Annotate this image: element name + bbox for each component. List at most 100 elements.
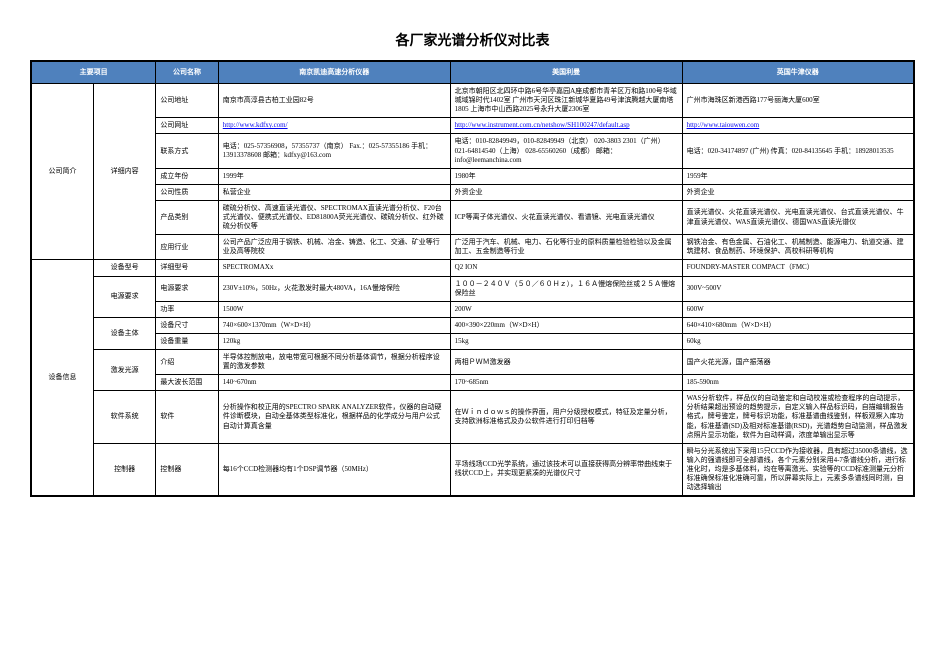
label-software: 软件 <box>156 391 218 443</box>
header-vendor3: 英国牛津仪器 <box>682 61 914 84</box>
table-header-row: 主要项目 公司名称 南京凯迪高速分析仪器 美国利曼 英国牛津仪器 <box>31 61 914 84</box>
label-dimensions: 设备尺寸 <box>156 317 218 333</box>
table-row: 控制器 控制器 每16个CCD检测器均有1个DSP调节器（50MHz） 平场线场… <box>31 443 914 496</box>
page-title: 各厂家光谱分析仪对比表 <box>30 30 915 50</box>
table-row: 公司性质 私营企业 外资企业 外资企业 <box>31 184 914 200</box>
table-row: 软件系统 软件 分析操作和校正用的SPECTRO SPARK ANALYZER软… <box>31 391 914 443</box>
cell-software-v2: 在Ｗｉｎｄｏｗｓ的操作界面，用户分级授权模式，特征及定量分析，支持欧洲标准格式及… <box>450 391 682 443</box>
cell-model-v3: FOUNDRY-MASTER COMPACT（FMC） <box>682 260 914 276</box>
cell-model-v1: SPECTROMAXx <box>218 260 450 276</box>
header-company: 公司名称 <box>156 61 218 84</box>
cell-wavelength-v3: 185-590nm <box>682 375 914 391</box>
cell-control-v3: 瞬与分光系统出下采用15只CCD作为接收器，具有超过35000条谱线，选输入的强… <box>682 443 914 496</box>
cell-excitation-v3: 国产火花光源，国产振荡器 <box>682 349 914 374</box>
cell-weight-v2: 15kg <box>450 333 682 349</box>
group-company: 公司简介 <box>31 84 93 260</box>
cell-address-v3: 广州市海珠区新港西路177号丽海大厦600室 <box>682 84 914 118</box>
cell-industry-v3: 钢铁冶金、有色金属、石油化工、机械制造、能源电力、轨道交通、建筑建材、食品制药、… <box>682 235 914 260</box>
table-row: 产品类别 碳硫分析仪、高速直读光谱仪、SPECTROMAX直读光谱分析仪、F20… <box>31 200 914 234</box>
label-address: 公司地址 <box>156 84 218 118</box>
cell-excitation-v1: 半导体控制放电，放电带宽可根据不同分析基体调节，根据分析程序设置的激发参数 <box>218 349 450 374</box>
cell-website-v3: http://www.taiouwen.com <box>682 118 914 134</box>
cell-power-req-v2: １００－２４０Ｖ（５０／６０Ｈｚ），１６Ａ慢熔保险丝或２５Ａ慢熔保险丝 <box>450 276 682 301</box>
label-control: 控制器 <box>156 443 218 496</box>
group-power: 电源要求 <box>93 276 155 317</box>
cell-power-v2: 200W <box>450 301 682 317</box>
cell-dimensions-v1: 740×600×1370mm（W×D×H） <box>218 317 450 333</box>
cell-nature-v1: 私营企业 <box>218 184 450 200</box>
header-vendor2: 美国利曼 <box>450 61 682 84</box>
label-founded: 成立年份 <box>156 168 218 184</box>
cell-power-v1: 1500W <box>218 301 450 317</box>
label-contact: 联系方式 <box>156 134 218 168</box>
website-link-v1[interactable]: http://www.kdfxy.com/ <box>223 121 288 129</box>
cell-founded-v1: 1999年 <box>218 168 450 184</box>
website-link-v3[interactable]: http://www.taiouwen.com <box>687 121 760 129</box>
comparison-table: 主要项目 公司名称 南京凯迪高速分析仪器 美国利曼 英国牛津仪器 公司简介 详细… <box>30 60 915 497</box>
table-row: 设备信息 设备型号 详细型号 SPECTROMAXx Q2 ION FOUNDR… <box>31 260 914 276</box>
group-equipment: 设备信息 <box>31 260 93 496</box>
table-row: 设备主体 设备尺寸 740×600×1370mm（W×D×H） 400×390×… <box>31 317 914 333</box>
cell-nature-v3: 外资企业 <box>682 184 914 200</box>
cell-contact-v2: 电话：010-82849949，010-82849949（北京） 020-380… <box>450 134 682 168</box>
cell-website-v1: http://www.kdfxy.com/ <box>218 118 450 134</box>
group-control: 控制器 <box>93 443 155 496</box>
cell-control-v1: 每16个CCD检测器均有1个DSP调节器（50MHz） <box>218 443 450 496</box>
table-row: 联系方式 电话：025-57356908，57355737（南京） Fax.：0… <box>31 134 914 168</box>
group-software: 软件系统 <box>93 391 155 443</box>
label-website: 公司网址 <box>156 118 218 134</box>
cell-industry-v2: 广泛用于汽车、机械、电力、石化等行业的原料质量检验检验以及金属加工、五金制造等行… <box>450 235 682 260</box>
website-link-v2[interactable]: http://www.instrument.com.cn/netshow/SH1… <box>455 121 630 129</box>
cell-power-req-v1: 230V±10%，50Hz，火花激发时最大480VA，16A慢熔保险 <box>218 276 450 301</box>
label-products: 产品类别 <box>156 200 218 234</box>
cell-software-v1: 分析操作和校正用的SPECTRO SPARK ANALYZER软件，仪器的自动硬… <box>218 391 450 443</box>
header-vendor1: 南京凯迪高速分析仪器 <box>218 61 450 84</box>
cell-contact-v3: 电话：020-34174897 (广州) 传真：020-84135645 手机：… <box>682 134 914 168</box>
table-row: 公司简介 详细内容 公司地址 南京市高淳县古柏工业园82号 北京市朝阳区北四环中… <box>31 84 914 118</box>
cell-founded-v2: 1980年 <box>450 168 682 184</box>
cell-dimensions-v3: 640×410×680mm（W×D×H） <box>682 317 914 333</box>
group-model: 设备型号 <box>93 260 155 276</box>
label-excitation: 介绍 <box>156 349 218 374</box>
cell-founded-v3: 1959年 <box>682 168 914 184</box>
table-row: 功率 1500W 200W 600W <box>31 301 914 317</box>
label-weight: 设备重量 <box>156 333 218 349</box>
cell-software-v3: WAS分析软件，样品仪的自动鉴定和自动校准或检查程序的自动提示，分析结果超出预设… <box>682 391 914 443</box>
label-model: 详细型号 <box>156 260 218 276</box>
cell-power-req-v3: 300V~500V <box>682 276 914 301</box>
cell-website-v2: http://www.instrument.com.cn/netshow/SH1… <box>450 118 682 134</box>
cell-address-v1: 南京市高淳县古柏工业园82号 <box>218 84 450 118</box>
cell-model-v2: Q2 ION <box>450 260 682 276</box>
label-wavelength: 最大波长范围 <box>156 375 218 391</box>
table-row: 设备重量 120kg 15kg 60kg <box>31 333 914 349</box>
table-row: 电源要求 电源要求 230V±10%，50Hz，火花激发时最大480VA，16A… <box>31 276 914 301</box>
cell-wavelength-v1: 140~670nm <box>218 375 450 391</box>
cell-excitation-v2: 两相ＰＷＭ激发器 <box>450 349 682 374</box>
cell-industry-v1: 公司产品广泛应用于钢铁、机械、冶金、铸造、化工、交通、矿业等行业及高等院校 <box>218 235 450 260</box>
label-nature: 公司性质 <box>156 184 218 200</box>
cell-products-v3: 直读光谱仪、火花直读光谱仪、光电直读光谱仪、台式直读光谱仪、牛津直读光谱仪、WA… <box>682 200 914 234</box>
label-industry: 应用行业 <box>156 235 218 260</box>
label-power: 功率 <box>156 301 218 317</box>
cell-control-v2: 平场线场CCD光学系统，通过该技术可以直接获得高分辨率带曲线束于线状CCD上，并… <box>450 443 682 496</box>
cell-dimensions-v2: 400×390×220mm（W×D×H） <box>450 317 682 333</box>
cell-power-v3: 600W <box>682 301 914 317</box>
cell-wavelength-v2: 170~685nm <box>450 375 682 391</box>
group-body: 设备主体 <box>93 317 155 349</box>
cell-contact-v1: 电话：025-57356908，57355737（南京） Fax.：025-57… <box>218 134 450 168</box>
table-row: 公司网址 http://www.kdfxy.com/ http://www.in… <box>31 118 914 134</box>
cell-nature-v2: 外资企业 <box>450 184 682 200</box>
table-row: 激发光源 介绍 半导体控制放电，放电带宽可根据不同分析基体调节，根据分析程序设置… <box>31 349 914 374</box>
cell-products-v2: ICP等离子体光谱仪、火花直读光谱仪、看谱镜、光电直读光谱仪 <box>450 200 682 234</box>
cell-products-v1: 碳硫分析仪、高速直读光谱仪、SPECTROMAX直读光谱分析仪、F20台式光谱仪… <box>218 200 450 234</box>
header-main: 主要项目 <box>31 61 156 84</box>
group-company-detail: 详细内容 <box>93 84 155 260</box>
cell-weight-v1: 120kg <box>218 333 450 349</box>
cell-weight-v3: 60kg <box>682 333 914 349</box>
table-row: 应用行业 公司产品广泛应用于钢铁、机械、冶金、铸造、化工、交通、矿业等行业及高等… <box>31 235 914 260</box>
cell-address-v2: 北京市朝阳区北四环中路6号华亭嘉园A座成都市青羊区万和路100号华域城域锦时代1… <box>450 84 682 118</box>
table-row: 最大波长范围 140~670nm 170~685nm 185-590nm <box>31 375 914 391</box>
table-row: 成立年份 1999年 1980年 1959年 <box>31 168 914 184</box>
group-excitation: 激发光源 <box>93 349 155 390</box>
label-power-req: 电源要求 <box>156 276 218 301</box>
